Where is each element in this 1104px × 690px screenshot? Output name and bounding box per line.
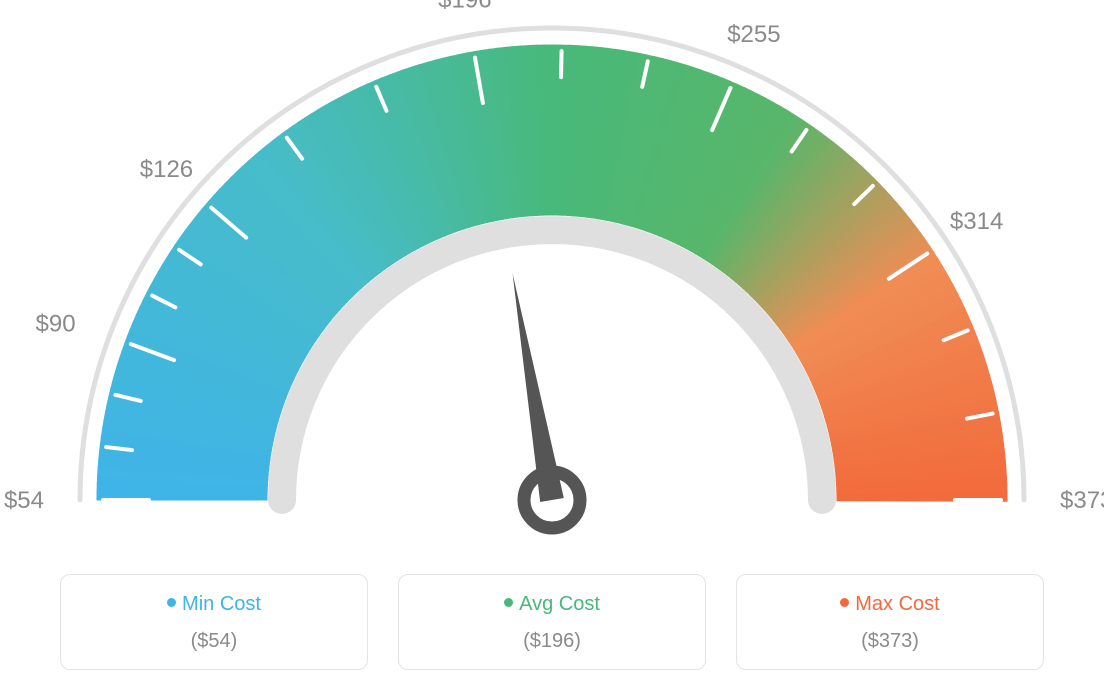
svg-text:$54: $54: [4, 487, 44, 514]
legend-label-text-min: Min Cost: [182, 593, 261, 615]
legend-dot-avg: [504, 598, 513, 607]
gauge-arc: [97, 45, 1007, 501]
svg-text:$314: $314: [950, 208, 1003, 235]
legend-value-avg: ($196): [409, 630, 695, 653]
legend-dot-min: [167, 598, 176, 607]
legend-label-avg: Avg Cost: [409, 593, 695, 616]
svg-text:$196: $196: [438, 0, 491, 14]
cost-gauge-widget: $54 $90 $126 $196 $255 $314 $373 Min Cost ($54…: [0, 0, 1104, 690]
svg-text:$373: $373: [1060, 487, 1104, 514]
legend-label-max: Max Cost: [747, 593, 1033, 616]
legend-row: Min Cost ($54) Avg Cost ($196) Max Cost …: [0, 574, 1104, 670]
legend-card-avg: Avg Cost ($196): [398, 574, 706, 670]
legend-dot-max: [840, 598, 849, 607]
legend-label-text-max: Max Cost: [855, 593, 939, 615]
svg-text:$255: $255: [727, 21, 780, 48]
legend-card-min: Min Cost ($54): [60, 574, 368, 670]
svg-text:$90: $90: [36, 311, 76, 338]
gauge-svg: $54 $90 $126 $196 $255 $314 $373: [0, 0, 1104, 560]
legend-value-max: ($373): [747, 630, 1033, 653]
legend-value-min: ($54): [71, 630, 357, 653]
legend-label-text-avg: Avg Cost: [519, 593, 600, 615]
gauge-area: $54 $90 $126 $196 $255 $314 $373: [0, 0, 1104, 560]
svg-text:$126: $126: [140, 156, 193, 183]
legend-label-min: Min Cost: [71, 593, 357, 616]
legend-card-max: Max Cost ($373): [736, 574, 1044, 670]
